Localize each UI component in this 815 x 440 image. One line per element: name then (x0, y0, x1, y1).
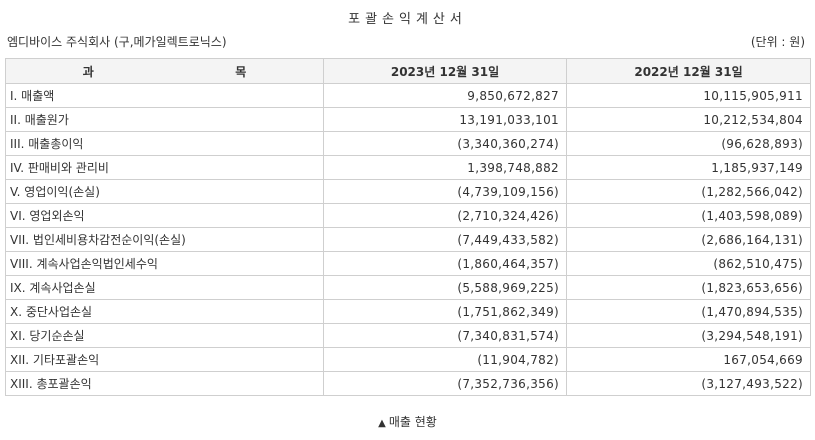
table-row: III. 매출총이익 (3,340,360,274) (96,628,893) (5, 131, 811, 156)
value-2022: (1,823,653,656) (566, 275, 811, 300)
value-2023: (1,860,464,357) (323, 251, 567, 276)
table-row: IV. 판매비와 관리비 1,398,748,882 1,185,937,149 (5, 155, 811, 180)
value-2023: (1,751,862,349) (323, 299, 567, 324)
table-row: VI. 영업외손익 (2,710,324,426) (1,403,598,089) (5, 203, 811, 228)
column-header-account-part1: 과 (82, 64, 94, 79)
row-label: XI. 당기순손실 (5, 323, 324, 348)
value-2023: (3,340,360,274) (323, 131, 567, 156)
value-2023: 1,398,748,882 (323, 155, 567, 180)
unit-label: (단위 : 원) (750, 35, 805, 49)
value-2022: (2,686,164,131) (566, 227, 811, 252)
value-2023: (2,710,324,426) (323, 203, 567, 228)
table-row: XI. 당기순손실 (7,340,831,574) (3,294,548,191) (5, 323, 811, 348)
value-2022: 10,212,534,804 (566, 107, 811, 132)
value-2022: (1,282,566,042) (566, 179, 811, 204)
value-2023: (5,588,969,225) (323, 275, 567, 300)
row-label: II. 매출원가 (5, 107, 324, 132)
value-2022: (862,510,475) (566, 251, 811, 276)
company-name: 엠디바이스 주식회사 (구,메가일렉트로닉스) (7, 35, 227, 49)
row-label: XIII. 총포괄손익 (5, 371, 324, 396)
value-2022: 167,054,669 (566, 347, 811, 372)
value-2023: (7,340,831,574) (323, 323, 567, 348)
row-label: VI. 영업외손익 (5, 203, 324, 228)
row-label: IV. 판매비와 관리비 (5, 155, 324, 180)
value-2023: (4,739,109,156) (323, 179, 567, 204)
value-2022: (1,470,894,535) (566, 299, 811, 324)
row-label: VII. 법인세비용차감전순이익(손실) (5, 227, 324, 252)
row-label: I. 매출액 (5, 83, 324, 108)
column-header-2022: 2022년 12월 31일 (566, 58, 811, 84)
table-row: VII. 법인세비용차감전순이익(손실) (7,449,433,582) (2,68… (5, 227, 811, 252)
row-label: VIII. 계속사업손익법인세수익 (5, 251, 324, 276)
row-label: IX. 계속사업손실 (5, 275, 324, 300)
column-header-2023: 2023년 12월 31일 (323, 58, 567, 84)
table-row: XIII. 총포괄손익 (7,352,736,356) (3,127,493,522… (5, 371, 811, 396)
table-row: I. 매출액 9,850,672,827 10,115,905,911 (5, 83, 811, 108)
table-body: I. 매출액 9,850,672,827 10,115,905,911 II. 매출원… (5, 83, 811, 396)
row-label: V. 영업이익(손실) (5, 179, 324, 204)
value-2023: 13,191,033,101 (323, 107, 567, 132)
table-row: II. 매출원가 13,191,033,101 10,212,534,804 (5, 107, 811, 132)
row-label: X. 중단사업손실 (5, 299, 324, 324)
value-2022: (3,127,493,522) (566, 371, 811, 396)
table-row: VIII. 계속사업손익법인세수익 (1,860,464,357) (862,510… (5, 251, 811, 276)
value-2023: (7,449,433,582) (323, 227, 567, 252)
table-row: V. 영업이익(손실) (4,739,109,156) (1,282,566,042… (5, 179, 811, 204)
value-2022: 1,185,937,149 (566, 155, 811, 180)
table-row: X. 중단사업손실 (1,751,862,349) (1,470,894,535) (5, 299, 811, 324)
triangle-up-icon: ▲ (378, 418, 386, 429)
page-title: 포괄손익계산서 (348, 12, 467, 27)
value-2022: (1,403,598,089) (566, 203, 811, 228)
value-2023: 9,850,672,827 (323, 83, 567, 108)
caption: ▲ 매출 현황 (0, 413, 815, 430)
table-row: IX. 계속사업손실 (5,588,969,225) (1,823,653,656) (5, 275, 811, 300)
value-2022: (3,294,548,191) (566, 323, 811, 348)
value-2022: 10,115,905,911 (566, 83, 811, 108)
row-label: III. 매출총이익 (5, 131, 324, 156)
value-2023: (7,352,736,356) (323, 371, 567, 396)
column-header-account-part2: 목 (235, 64, 247, 79)
table-row: XII. 기타포괄손익 (11,904,782) 167,054,669 (5, 347, 811, 372)
value-2023: (11,904,782) (323, 347, 567, 372)
row-label: XII. 기타포괄손익 (5, 347, 324, 372)
caption-text: 매출 현황 (388, 415, 437, 429)
value-2022: (96,628,893) (566, 131, 811, 156)
